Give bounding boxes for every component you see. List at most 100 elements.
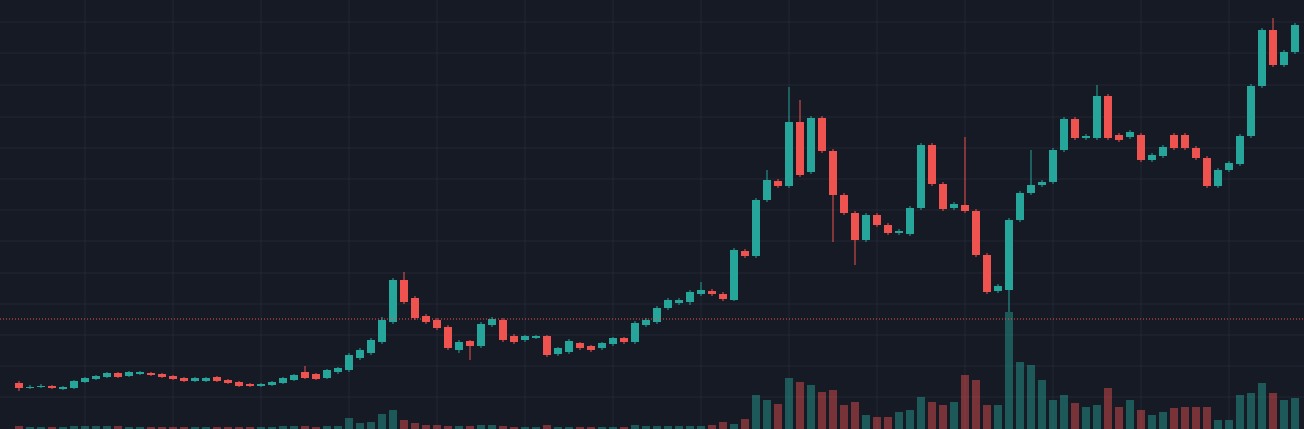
volume-bar: [554, 427, 562, 429]
candle-body: [334, 368, 342, 372]
volume-bar: [785, 378, 793, 429]
volume-bar: [510, 427, 518, 429]
volume-bar: [752, 395, 760, 429]
candle-body: [1181, 135, 1189, 148]
volume-bar: [103, 426, 111, 429]
candle-body: [37, 386, 45, 387]
candle-body: [587, 346, 595, 350]
candle-body: [752, 200, 760, 256]
volume-bar: [664, 426, 672, 429]
volume-bar: [1137, 410, 1145, 429]
candle-body: [510, 336, 518, 342]
volume-bar: [389, 410, 397, 429]
volume-bar: [576, 427, 584, 429]
candle-body: [1016, 193, 1024, 220]
volume-bar: [48, 427, 56, 429]
candle-body: [1159, 147, 1167, 156]
candle-body: [785, 122, 793, 186]
candle-body: [235, 382, 243, 386]
candle-body: [818, 118, 826, 151]
volume-bar: [59, 427, 67, 429]
volume-bar: [378, 414, 386, 429]
volume-bar: [246, 427, 254, 429]
candle-body: [125, 372, 133, 376]
volume-bar: [466, 426, 474, 429]
volume-bar: [961, 375, 969, 429]
volume-bar: [1236, 395, 1244, 429]
volume-bar: [873, 417, 881, 429]
volume-bar: [631, 425, 639, 429]
candle-body: [81, 378, 89, 382]
candle-body: [114, 373, 122, 377]
candle-body: [994, 286, 1002, 291]
candle-body: [70, 381, 78, 388]
candle-body: [554, 348, 562, 354]
volume-bar: [433, 425, 441, 429]
volume-bar: [1258, 383, 1266, 429]
volume-bar: [983, 405, 991, 429]
volume-bar: [1038, 380, 1046, 429]
candle-body: [840, 195, 848, 213]
volume-bar: [279, 426, 287, 429]
candle-body: [873, 215, 881, 225]
volume-bar: [1203, 407, 1211, 429]
volume-bar: [796, 382, 804, 429]
candle-body: [543, 336, 551, 355]
volume-bar: [1082, 407, 1090, 429]
volume-bar: [323, 426, 331, 429]
volume-bar: [180, 427, 188, 429]
volume-bar: [455, 426, 463, 429]
candle-body: [1247, 86, 1255, 136]
volume-bar: [994, 405, 1002, 429]
volume-bar: [1049, 400, 1057, 429]
volume-bar: [499, 426, 507, 429]
volume-bar: [906, 410, 914, 429]
volume-bar: [268, 427, 276, 429]
candle-body: [521, 336, 529, 340]
candle-body: [598, 343, 606, 348]
candle-body: [400, 280, 408, 302]
candle-body: [1269, 30, 1277, 65]
candle-body: [191, 378, 199, 381]
candle-body: [697, 290, 705, 294]
volume-bar: [1071, 403, 1079, 429]
volume-bar: [257, 427, 265, 429]
candle-body: [1126, 132, 1134, 137]
candle-body: [169, 376, 177, 379]
volume-bar: [15, 426, 23, 429]
volume-bar: [202, 427, 210, 429]
volume-bar: [620, 427, 628, 429]
volume-bar: [862, 415, 870, 429]
candle-body: [15, 383, 23, 388]
candle-body: [664, 300, 672, 308]
volume-bar: [26, 427, 34, 429]
volume-bar: [1269, 393, 1277, 429]
volume-bar: [334, 426, 342, 429]
volume-bar: [950, 402, 958, 429]
volume-bar: [1027, 365, 1035, 429]
volume-bar: [1181, 407, 1189, 429]
candle-body: [708, 291, 716, 294]
volume-bar: [400, 420, 408, 429]
volume-bar: [213, 427, 221, 429]
volume-bar: [125, 427, 133, 429]
volume-bar: [532, 427, 540, 429]
candle-body: [1115, 135, 1123, 140]
volume-bar: [697, 426, 705, 429]
volume-bar: [895, 412, 903, 429]
volume-bar: [1093, 405, 1101, 429]
candle-body: [532, 336, 540, 338]
candle-body: [477, 324, 485, 346]
candle-body: [1225, 163, 1233, 170]
candle-body: [950, 204, 958, 208]
candle-body: [1236, 136, 1244, 164]
volume-bar: [741, 419, 749, 429]
candle-body: [136, 372, 144, 374]
volume-bar: [1170, 408, 1178, 429]
candle-body: [103, 373, 111, 377]
candle-body: [378, 320, 386, 342]
candle-body: [1214, 170, 1222, 186]
candle-body: [576, 343, 584, 348]
volume-bar: [609, 427, 617, 429]
